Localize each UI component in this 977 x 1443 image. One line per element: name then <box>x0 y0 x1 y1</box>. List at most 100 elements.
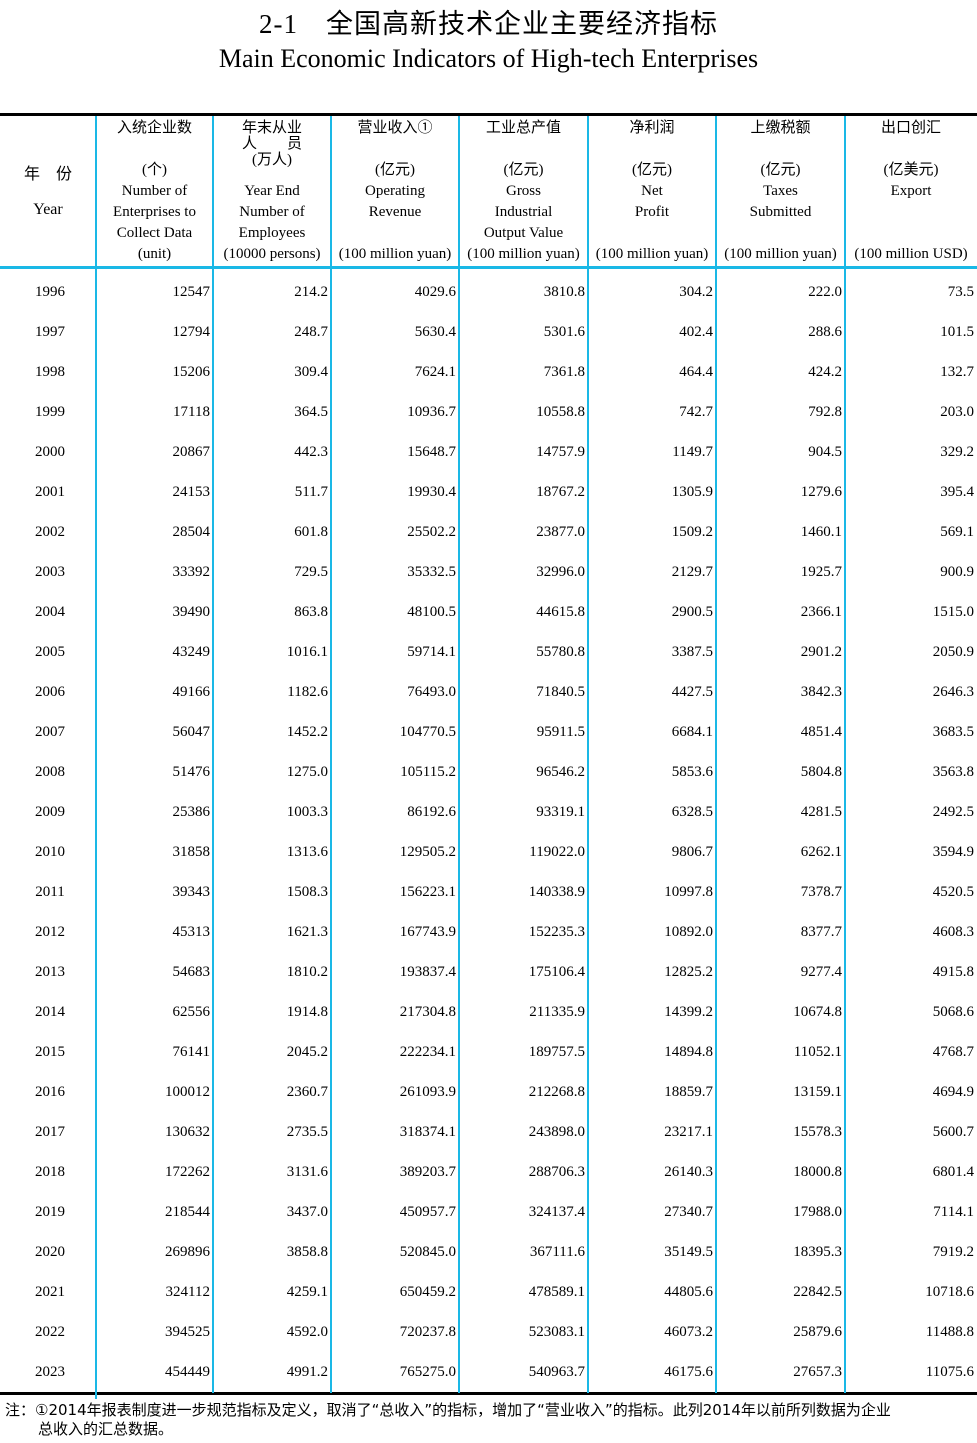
value-cell: 7361.8 <box>543 363 585 380</box>
year-cell: 2006 <box>35 683 65 700</box>
value-cell: 12825.2 <box>664 963 713 980</box>
value-cell: 6801.4 <box>932 1163 974 1180</box>
value-cell: 76141 <box>172 1043 211 1060</box>
value-cell: 214.2 <box>294 283 328 300</box>
column-header: 入统企业数 (个) Number of Enterprises to Collect D… <box>96 118 213 265</box>
value-cell: 17118 <box>173 403 210 420</box>
title-cn: 2-1 全国高新技术企业主要经济指标 <box>259 9 718 39</box>
table-row: 2009 25386 1003.3 86192.6 93319.1 6328.5 4281.… <box>0 792 977 832</box>
value-cell: 792.8 <box>808 403 842 420</box>
value-cell: 364.5 <box>294 403 328 420</box>
value-cell: 569.1 <box>940 523 974 540</box>
column-header: 出口创汇 (亿美元) Export (100 million USD) <box>845 118 977 265</box>
value-cell: 167743.9 <box>399 923 456 940</box>
header-line: (亿元) <box>503 162 544 178</box>
header-line: 年末从业 <box>241 120 302 136</box>
value-cell: 23877.0 <box>536 523 585 540</box>
value-cell: 464.4 <box>679 363 713 380</box>
value-cell: 8377.7 <box>800 923 842 940</box>
column-divider <box>212 116 214 1393</box>
header-line: Taxes <box>763 183 798 199</box>
value-cell: 1460.1 <box>800 523 842 540</box>
header-line: Output Value <box>483 225 564 241</box>
value-cell: 39343 <box>172 883 211 900</box>
year-header-en: Year <box>33 201 63 218</box>
value-cell: 132.7 <box>940 363 974 380</box>
year-cell: 2001 <box>35 483 65 500</box>
year-cell: 1999 <box>35 403 65 420</box>
year-cell: 2010 <box>35 843 65 860</box>
value-cell: 248.7 <box>294 323 328 340</box>
year-cell: 2007 <box>35 723 65 740</box>
table-row: 2005 43249 1016.1 59714.1 55780.8 3387.5 2901.… <box>0 632 977 672</box>
column-divider <box>330 116 332 1393</box>
value-cell: 23217.1 <box>664 1123 713 1140</box>
footnote-line-1: 注：①2014年报表制度进一步规范指标及定义，取消了“总收入”的指标，增加了“营… <box>5 1401 891 1419</box>
value-cell: 523083.1 <box>528 1323 585 1340</box>
value-cell: 2646.3 <box>932 683 974 700</box>
value-cell: 15578.3 <box>793 1123 842 1140</box>
value-cell: 863.8 <box>294 603 328 620</box>
value-cell: 189757.5 <box>528 1043 585 1060</box>
top-rule <box>0 113 977 116</box>
value-cell: 14757.9 <box>536 443 585 460</box>
year-cell: 2021 <box>35 1283 65 1300</box>
year-cell: 2009 <box>35 803 65 820</box>
column-divider <box>458 116 460 1393</box>
value-cell: 3437.0 <box>286 1203 328 1220</box>
header-line <box>331 223 459 244</box>
value-cell: 48100.5 <box>407 603 456 620</box>
value-cell: 269896 <box>165 1243 210 1260</box>
value-cell: 4768.7 <box>932 1043 974 1060</box>
header-line: 营业收入① <box>357 120 433 136</box>
year-cell: 2011 <box>35 883 65 900</box>
table-row: 1997 12794 248.7 5630.4 5301.6 402.4 288.6 101.… <box>0 312 977 352</box>
header-line: (10000 persons) <box>223 246 321 262</box>
value-cell: 450957.7 <box>399 1203 456 1220</box>
table-row: 2007 56047 1452.2 104770.5 95911.5 6684.1 4851… <box>0 712 977 752</box>
header-line <box>716 223 845 244</box>
header-line: Net <box>641 183 663 199</box>
value-cell: 742.7 <box>679 403 713 420</box>
year-cell: 2013 <box>35 963 65 980</box>
header-line: (亿元) <box>632 162 672 178</box>
value-cell: 4520.5 <box>932 883 974 900</box>
year-cell: 2005 <box>35 643 65 660</box>
value-cell: 101.5 <box>940 323 974 340</box>
header-line: 人 员 <box>241 136 302 152</box>
year-cell: 2012 <box>35 923 65 940</box>
column-divider <box>844 116 846 1393</box>
table-row: 2022 394525 4592.0 720237.8 523083.1 46073.2 2… <box>0 1312 977 1352</box>
year-cell: 2008 <box>35 763 65 780</box>
value-cell: 76493.0 <box>407 683 456 700</box>
table-row: 2014 62556 1914.8 217304.8 211335.9 14399.2 10… <box>0 992 977 1032</box>
value-cell: 140338.9 <box>528 883 585 900</box>
table-row: 2012 45313 1621.3 167743.9 152235.3 10892.0 83… <box>0 912 977 952</box>
value-cell: 601.8 <box>294 523 328 540</box>
value-cell: 203.0 <box>940 403 974 420</box>
value-cell: 1016.1 <box>286 643 328 660</box>
footnote: 注：①2014年报表制度进一步规范指标及定义，取消了“总收入”的指标，增加了“营… <box>5 1401 975 1439</box>
header-line <box>331 139 459 160</box>
value-cell: 11052.1 <box>793 1043 842 1060</box>
table-row: 2002 28504 601.8 25502.2 23877.0 1509.2 1460.1… <box>0 512 977 552</box>
value-cell: 324112 <box>165 1283 210 1300</box>
value-cell: 2129.7 <box>671 563 713 580</box>
value-cell: 7919.2 <box>932 1243 974 1260</box>
value-cell: 105115.2 <box>400 763 456 780</box>
header-line <box>588 139 716 160</box>
value-cell: 7378.7 <box>800 883 842 900</box>
value-cell: 1275.0 <box>286 763 328 780</box>
year-cell: 2002 <box>35 523 65 540</box>
value-cell: 172262 <box>165 1163 210 1180</box>
value-cell: 5630.4 <box>414 323 456 340</box>
value-cell: 33392 <box>172 563 211 580</box>
header-line: Number of <box>239 204 305 220</box>
value-cell: 39490 <box>172 603 211 620</box>
year-cell: 2014 <box>35 1003 65 1020</box>
value-cell: 10892.0 <box>664 923 713 940</box>
value-cell: 1452.2 <box>286 723 328 740</box>
value-cell: 18859.7 <box>664 1083 713 1100</box>
value-cell: 1305.9 <box>671 483 713 500</box>
table-row: 2023 454449 4991.2 765275.0 540963.7 46175.6 2… <box>0 1352 977 1392</box>
